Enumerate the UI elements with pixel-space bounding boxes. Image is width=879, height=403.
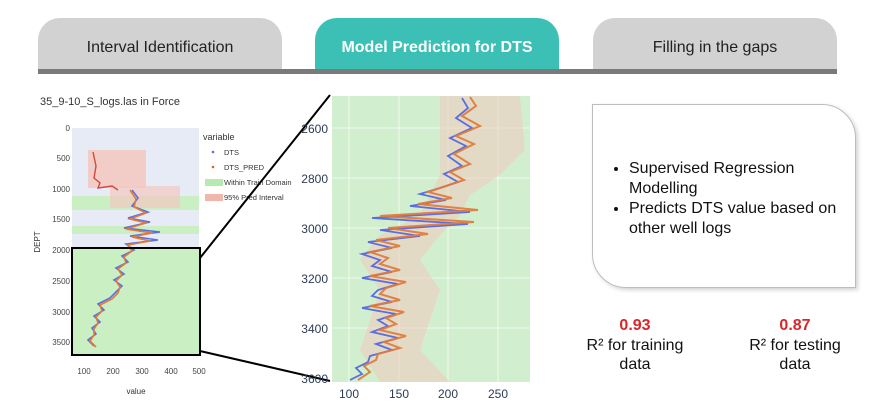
x-tick: 300 [135, 367, 149, 376]
pred-interval-band [110, 186, 180, 208]
train-domain-band [72, 196, 199, 210]
dts-pred-trace [92, 151, 119, 191]
legend-train-domain: Within Train Domain [224, 178, 292, 187]
dts-pred-trace [88, 189, 153, 348]
y-tick: 2800 [301, 172, 328, 186]
training-r2-value: 0.93 [619, 317, 651, 334]
x-axis-label: value [126, 387, 146, 396]
y-tick: 3400 [301, 322, 328, 336]
legend-dts-pred-marker [211, 165, 215, 169]
y-tick: 2600 [301, 122, 328, 136]
train-domain-band [72, 248, 199, 355]
testing-r2-label: R² for testing [749, 337, 841, 354]
legend-title: variable [203, 132, 235, 142]
x-tick: 100 [339, 387, 359, 401]
legend-dts-pred: DTS_PRED [224, 163, 265, 172]
y-tick: 3000 [52, 308, 70, 317]
x-tick: 100 [77, 367, 91, 376]
tab-label: Model Prediction for DTS [341, 39, 533, 56]
tab-interval-identification[interactable]: Interval Identification [38, 18, 282, 70]
tab-bar-divider [38, 69, 837, 74]
x-tick: 200 [438, 387, 458, 401]
zoom-selection-box [71, 247, 201, 356]
pred-interval-band [88, 150, 146, 188]
zoom-plot-area [332, 96, 530, 382]
y-tick: 2500 [52, 277, 70, 286]
summary-callout: Supervised Regression Modelling Predicts… [592, 104, 856, 288]
plot-title: 35_9-10_S_logs.las in Force [40, 96, 181, 108]
legend-dts: DTS [224, 148, 239, 157]
y-tick: 2000 [52, 246, 70, 255]
testing-r2-value: 0.87 [779, 317, 811, 334]
x-tick: 200 [106, 367, 120, 376]
testing-metric: 0.87 R² for testing data [730, 316, 860, 374]
dts-pred-trace [357, 96, 483, 381]
training-metric: 0.93 R² for training data [570, 316, 700, 374]
train-domain-band [72, 226, 199, 234]
y-tick: 1500 [52, 215, 70, 224]
y-tick: 0 [66, 124, 71, 133]
overview-plot-area [72, 128, 199, 355]
x-tick: 250 [488, 387, 508, 401]
y-tick: 3000 [301, 222, 328, 236]
testing-r2-label-cont: data [779, 356, 811, 373]
bullet-item: Predicts DTS value based on other well l… [629, 199, 847, 239]
dts-trace [349, 97, 474, 381]
legend-pred-interval: 95% Pred Interval [224, 193, 284, 202]
x-tick: 150 [389, 387, 409, 401]
y-tick: 3200 [301, 272, 328, 286]
legend-pred-interval-swatch [205, 194, 223, 201]
y-tick: 3500 [52, 338, 70, 347]
bullet-item: Supervised Regression Modelling [629, 159, 847, 199]
y-tick: 3600 [301, 372, 328, 386]
tab-filling-gaps[interactable]: Filling in the gaps [593, 18, 837, 70]
zoom-connector-line [199, 350, 331, 382]
y-tick: 500 [57, 154, 71, 163]
x-tick: 500 [192, 367, 206, 376]
legend-train-domain-swatch [205, 179, 223, 186]
legend-dts-marker [211, 150, 215, 154]
y-tick: 1000 [52, 185, 70, 194]
summary-bullet-list: Supervised Regression Modelling Predicts… [593, 159, 847, 239]
tab-label: Filling in the gaps [652, 39, 778, 56]
tab-label: Interval Identification [86, 39, 234, 56]
training-r2-label-cont: data [619, 356, 651, 373]
zoom-connector-line [199, 94, 331, 259]
x-tick: 400 [164, 367, 178, 376]
y-axis-label: DEPT [33, 231, 42, 252]
training-r2-label: R² for training [586, 337, 684, 354]
tab-model-prediction[interactable]: Model Prediction for DTS [315, 18, 559, 70]
pred-interval-band [360, 96, 525, 382]
dts-trace [86, 189, 161, 347]
